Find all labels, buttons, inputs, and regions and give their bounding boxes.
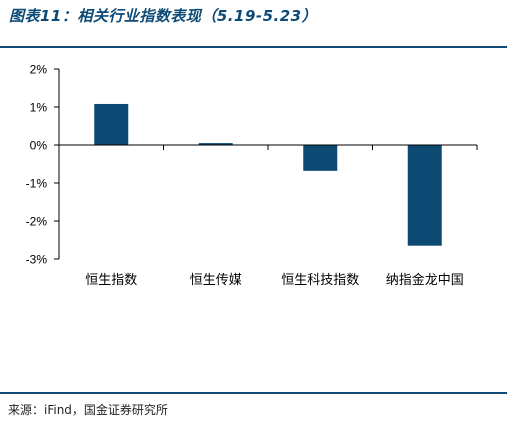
y-axis: 2% 1% 0% -1% -2% -3%	[26, 63, 60, 267]
y-tick-label: 2%	[30, 63, 48, 77]
source-note: 来源：iFind，国金证券研究所	[8, 403, 168, 417]
y-tick-label: 0%	[30, 139, 48, 153]
bar-chart: 2% 1% 0% -1% -2% -3% 恒生指数 恒生传媒 恒生科技指数 纳指金龙中国	[26, 63, 478, 288]
x-axis: 恒生指数 恒生传媒 恒生科技指数 纳指金龙中国	[59, 144, 478, 288]
x-tick-label: 恒生传媒	[190, 273, 242, 288]
title-divider	[0, 46, 507, 48]
chart-title: 图表11：相关行业指数表现（5.19-5.23）	[9, 7, 318, 25]
y-tick-label: 1%	[30, 101, 48, 115]
x-tick-label: 纳指金龙中国	[386, 272, 464, 288]
bar-3	[303, 145, 338, 171]
bars	[94, 103, 442, 246]
x-tick-label: 恒生指数	[85, 273, 137, 288]
footer-divider	[0, 392, 507, 394]
bar-1	[94, 103, 129, 145]
bar-2	[198, 143, 233, 145]
y-tick-label: -1%	[26, 177, 48, 191]
y-tick-label: -2%	[26, 215, 48, 229]
x-tick-label: 恒生科技指数	[281, 273, 359, 288]
y-tick-label: -3%	[26, 253, 48, 267]
bar-4	[407, 145, 442, 246]
